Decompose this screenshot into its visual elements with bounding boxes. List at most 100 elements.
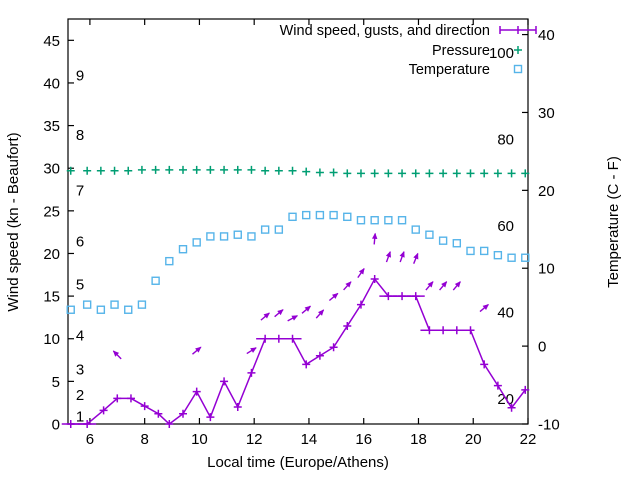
x-tick-label: 18 [410, 431, 427, 448]
temperature-marker [206, 232, 215, 241]
left-tick-label: 20 [43, 246, 60, 263]
temperature-marker [343, 212, 352, 222]
pressure-marker [66, 166, 75, 175]
beaufort-label: 1 [76, 408, 84, 425]
pressure-marker [411, 169, 420, 178]
temperature-marker [479, 246, 489, 256]
legend-plus [514, 46, 522, 54]
left-tick-label: 45 [43, 33, 60, 50]
y-axis-label-left: Wind speed (kn - Beaufort) [5, 132, 22, 311]
wind-speed-marker [507, 403, 516, 412]
temperature-marker [356, 216, 366, 225]
beaufort-label: 3 [76, 362, 84, 379]
pressure-marker [384, 169, 393, 178]
temperature-marker [192, 238, 201, 247]
pressure-marker [466, 169, 475, 178]
x-tick-label: 6 [86, 431, 94, 448]
temperature-marker [137, 300, 147, 309]
pressure-marker [288, 166, 297, 175]
wind-direction-arrow [328, 292, 339, 302]
pressure-marker [493, 169, 502, 178]
left-tick-label: 15 [43, 289, 60, 306]
wind-direction-arrow [343, 281, 352, 291]
temperature-marker [151, 276, 160, 285]
wind-direction-arrows [112, 232, 489, 360]
wind-speed-marker [480, 360, 489, 369]
fahrenheit-label: 40 [497, 305, 514, 322]
temperature-marker [315, 210, 325, 220]
fahrenheit-label: 100 [489, 45, 514, 62]
x-tick-label: 12 [246, 431, 263, 448]
wind-speed-marker [140, 402, 149, 411]
wind-speed-marker [493, 381, 502, 390]
left-axis-ticks: 0 5 10 15 20 25 30 35 40 45 [43, 33, 74, 434]
x-tick-label: 20 [465, 431, 482, 448]
wind-speed-marker [179, 409, 187, 418]
wind-direction-arrow [371, 232, 378, 245]
pressure-marker [439, 169, 448, 178]
left-tick-label: 30 [43, 161, 60, 178]
wind-speed-marker [288, 334, 297, 343]
wind-speed-marker [302, 360, 311, 369]
wind-direction-arrow [260, 312, 270, 321]
fahrenheit-label: 60 [497, 218, 514, 235]
temperature-marker [370, 216, 379, 225]
right-tick-label: -10 [538, 417, 560, 434]
right-axis-ticks: -10 0 10 20 30 40 [522, 27, 560, 434]
left-tick-label: 0 [52, 417, 60, 434]
temperature-marker [493, 250, 503, 260]
pressure-marker [398, 169, 407, 178]
temperature-marker [165, 256, 174, 266]
wind-speed-marker [261, 334, 270, 343]
pressure-marker [480, 169, 489, 178]
wind-speed-marker [154, 409, 163, 418]
temperature-marker [233, 230, 242, 239]
temperature-marker [124, 305, 133, 314]
chart-legend: Wind speed, gusts, and direction Pressure… [280, 23, 537, 78]
right-tick-label: 20 [538, 183, 555, 200]
series-pressure [66, 165, 530, 178]
right-tick-label: 30 [538, 105, 555, 122]
beaufort-label: 2 [76, 387, 84, 404]
temperature-marker [110, 300, 119, 309]
wind-direction-arrow [192, 346, 202, 355]
x-tick-label: 22 [520, 431, 537, 448]
wind-direction-arrow [287, 315, 299, 322]
beaufort-scale-labels: 1 2 3 4 5 6 7 8 9 [76, 67, 84, 425]
right-tick-label: 10 [538, 261, 555, 278]
pressure-marker [220, 165, 229, 174]
wind-speed-marker [315, 351, 324, 360]
wind-speed-marker [439, 326, 448, 335]
legend-label: Wind speed, gusts, and direction [280, 23, 490, 39]
temperature-marker [260, 225, 270, 234]
wind-speed-marker [220, 377, 229, 386]
pressure-marker [137, 165, 146, 174]
pressure-marker [233, 165, 242, 174]
temperature-marker [466, 246, 475, 256]
pressure-marker [343, 169, 352, 178]
pressure-marker [315, 168, 324, 177]
pressure-marker [179, 165, 187, 174]
wind-speed-marker [247, 368, 256, 377]
pressure-marker [261, 166, 270, 175]
wind-speed-marker [370, 275, 379, 284]
wind-speed-marker [425, 326, 434, 335]
pressure-marker [274, 166, 283, 175]
temperature-marker [66, 305, 75, 314]
x-tick-label: 8 [140, 431, 148, 448]
temperature-marker [302, 210, 311, 220]
pressure-marker [329, 168, 338, 177]
beaufort-label: 4 [76, 327, 84, 344]
pressure-marker [165, 165, 174, 174]
x-tick-label: 10 [191, 431, 208, 448]
wind-direction-arrow [112, 350, 122, 360]
wind-direction-arrow [413, 252, 419, 264]
temperature-marker [274, 225, 284, 234]
legend-label: Pressure [432, 43, 490, 59]
pressure-marker [425, 169, 434, 178]
plot-frame [67, 18, 529, 425]
wind-speed-marker [398, 292, 407, 301]
temperature-marker [521, 253, 530, 262]
